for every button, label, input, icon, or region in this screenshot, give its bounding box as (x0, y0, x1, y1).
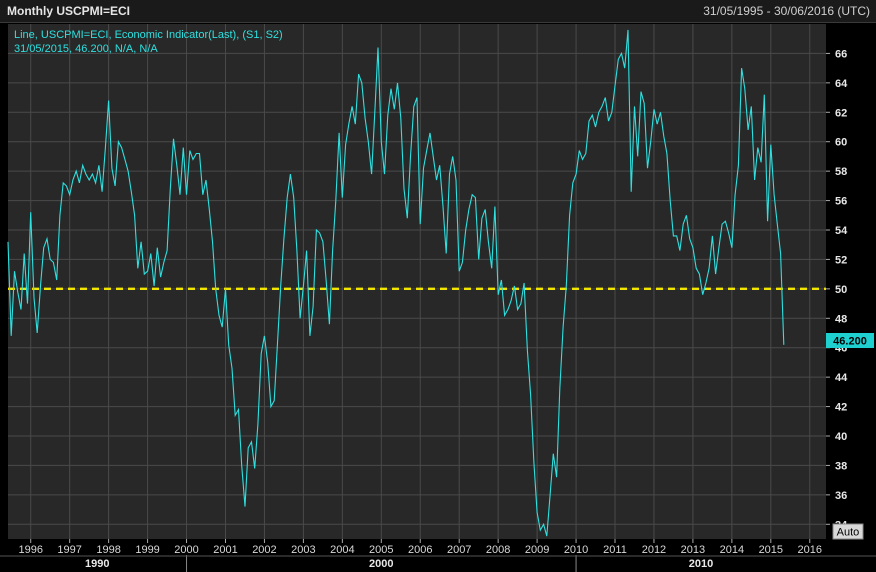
x-tick-label: 2013 (681, 544, 705, 556)
y-tick-label: 50 (835, 284, 847, 296)
x-tick-label: 1996 (18, 544, 42, 556)
y-tick-label: 56 (835, 196, 847, 208)
y-tick-label: 44 (835, 372, 848, 384)
x-tick-label: 2006 (408, 544, 432, 556)
last-value-marker (826, 333, 874, 348)
x-tick-label: 2016 (798, 544, 822, 556)
y-tick-label: 64 (835, 78, 848, 90)
x-tick-label: 2003 (291, 544, 315, 556)
date-range: 31/05/1995 - 30/06/2016 (UTC) (703, 4, 870, 18)
y-axis: 3436384042444648505254565860626466 (826, 48, 848, 531)
x-tick-label: 2015 (759, 544, 783, 556)
auto-button[interactable] (832, 523, 864, 540)
y-tick-label: 60 (835, 137, 847, 149)
title-bar: Monthly USCPMI=ECI 31/05/1995 - 30/06/20… (0, 0, 876, 23)
x-tick-label: 2002 (252, 544, 276, 556)
x-tick-label: 2011 (603, 544, 627, 556)
y-tick-label: 38 (835, 460, 847, 472)
x-tick-label: 2000 (174, 544, 198, 556)
x-tick-label: 2004 (330, 544, 354, 556)
last-value-label: 46.200 (833, 336, 867, 348)
x-axis: 1996 1997 1998 1999 2000 2001 2002 2003 2004 2005… (0, 539, 876, 572)
legend-series: Line, USCPMI=ECI, Economic Indicator(Las… (14, 29, 283, 41)
x-tick-label: 2005 (369, 544, 393, 556)
x-tick-label: 2008 (486, 544, 510, 556)
chart-title: Monthly USCPMI=ECI (7, 4, 131, 18)
decade-label: 2010 (689, 558, 713, 570)
x-tick-label: 2009 (525, 544, 549, 556)
auto-button-label[interactable]: Auto (837, 527, 860, 539)
decade-label: 1990 (85, 558, 109, 570)
x-tick-label: 2012 (642, 544, 666, 556)
y-tick-label: 48 (835, 313, 847, 325)
y-tick-label: 52 (835, 254, 847, 266)
x-tick-label: 2010 (564, 544, 588, 556)
y-tick-label: 36 (835, 490, 847, 502)
y-tick-label: 66 (835, 48, 847, 60)
legend-last-point: 31/05/2015, 46.200, N/A, N/A (14, 43, 158, 55)
x-tick-label: 1997 (57, 544, 81, 556)
decade-label: 2000 (369, 558, 393, 570)
y-tick-label: 42 (835, 402, 847, 414)
y-tick-label: 54 (835, 225, 848, 237)
x-tick-label: 2007 (447, 544, 471, 556)
x-tick-label: 2001 (213, 544, 237, 556)
x-tick-label: 2014 (720, 544, 744, 556)
y-tick-label: 58 (835, 166, 847, 178)
x-tick-label: 1998 (96, 544, 120, 556)
x-tick-label: 1999 (135, 544, 159, 556)
y-tick-label: 62 (835, 107, 847, 119)
y-tick-label: 40 (835, 431, 847, 443)
series-line-uscpmi[interactable] (7, 29, 785, 537)
